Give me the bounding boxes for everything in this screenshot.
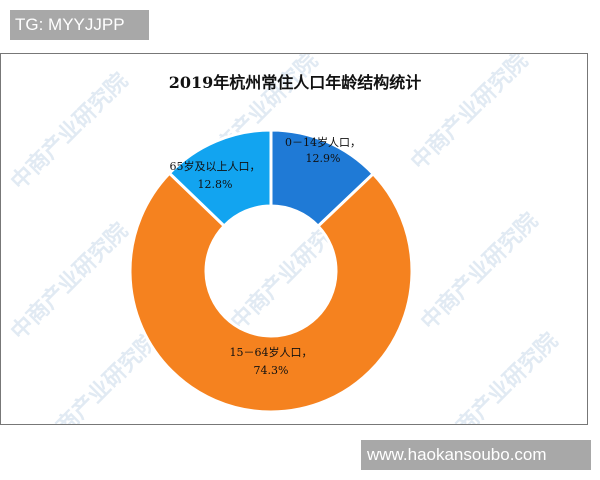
slice-label-15-64: 15－64岁人口， bbox=[230, 345, 313, 359]
chart-frame: 中商产业研究院 中商产业研究院 中商产业研究院 中商产业研究院 中商产业研究院 … bbox=[0, 53, 588, 425]
donut-slices bbox=[128, 128, 414, 414]
slice-15-64 bbox=[128, 171, 414, 414]
slice-label-65plus: 65岁及以上人口， bbox=[170, 159, 261, 173]
overlay-tag: TG: MYYJJPP bbox=[10, 10, 149, 40]
site-tag: www.haokansoubo.com bbox=[361, 440, 591, 470]
slice-value-65plus: 12.8% bbox=[198, 178, 233, 191]
slice-value-0-14: 12.9% bbox=[306, 152, 341, 165]
slice-value-15-64: 74.3% bbox=[254, 364, 289, 377]
slice-65plus bbox=[167, 128, 273, 229]
chart-title: 2019年杭州常住人口年龄结构统计 bbox=[168, 73, 422, 92]
slice-label-0-14: 0－14岁人口， bbox=[285, 135, 361, 149]
donut-chart: 0－14岁人口， 12.9% 15－64岁人口， 74.3% 65岁及以上人口，… bbox=[128, 128, 414, 414]
